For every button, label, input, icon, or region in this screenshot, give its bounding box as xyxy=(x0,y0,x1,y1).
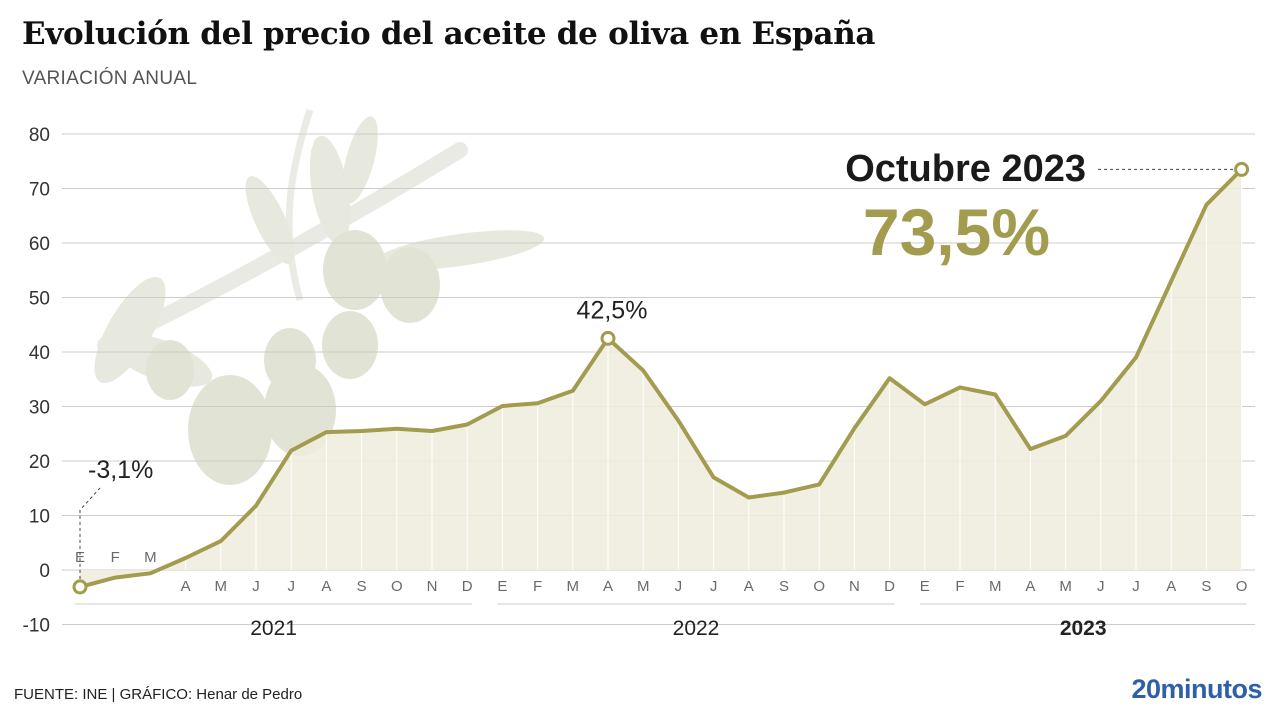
x-tick-label: N xyxy=(427,578,438,595)
source-name: INE xyxy=(82,686,108,703)
y-axis: -10 0 10 20 30 40 50 60 70 80 xyxy=(23,125,50,637)
y-tick-label: 60 xyxy=(29,234,50,255)
olive-leaf xyxy=(94,276,166,384)
x-tick-label: E xyxy=(920,578,930,595)
olive-twig xyxy=(285,108,314,301)
olive-fruit xyxy=(380,247,440,323)
source-footer: FUENTE: INE | GRÁFICO: Henar de Pedro xyxy=(14,686,302,703)
y-tick-label: 40 xyxy=(29,343,50,364)
olive-branch-illustration xyxy=(94,108,545,485)
annotation-label: 42,5% xyxy=(577,296,648,324)
x-tick-label: O xyxy=(1236,578,1248,595)
olive-leaf xyxy=(342,116,378,204)
data-point-marker xyxy=(72,579,88,595)
x-tick-label: A xyxy=(744,578,754,595)
x-tick-label: O xyxy=(391,578,403,595)
year-label: 2022 xyxy=(673,617,720,640)
annotations: -3,1% 42,5% Octubre 2023 73,5% xyxy=(72,148,1250,595)
brand-logo: 20minutos xyxy=(1131,674,1262,704)
highlight-value-label: 73,5% xyxy=(863,195,1050,269)
credit-name: Henar de Pedro xyxy=(196,686,303,703)
y-tick-label: 70 xyxy=(29,180,50,201)
olive-fruit xyxy=(264,328,316,392)
series-line xyxy=(78,167,1244,589)
data-point-marker xyxy=(600,330,616,346)
y-tick-label: 80 xyxy=(29,125,50,146)
x-tick-label: F xyxy=(533,578,542,595)
x-tick-label: D xyxy=(884,578,895,595)
callout-line xyxy=(79,487,101,579)
x-tick-label: J xyxy=(287,578,295,595)
olive-leaf xyxy=(245,176,295,264)
x-tick-label: D xyxy=(462,578,473,595)
x-tick-label: E xyxy=(497,578,507,595)
footer-separator: | xyxy=(111,686,116,703)
x-tick-label: A xyxy=(603,578,613,595)
x-tick-label: A xyxy=(1025,578,1035,595)
y-tick-label: 10 xyxy=(29,507,50,528)
plot-area xyxy=(78,167,1244,589)
y-tick-label: 0 xyxy=(39,561,50,582)
x-tick-label: M xyxy=(637,578,650,595)
data-point-marker xyxy=(1234,161,1250,177)
x-axis: E F M A M J J A S O N D E F M A M J J A S O N D E F M A M J J A S O 2021 20… xyxy=(75,549,1247,640)
y-tick-label: 20 xyxy=(29,452,50,473)
y-tick-label: 30 xyxy=(29,398,50,419)
y-tick-label: 50 xyxy=(29,289,50,310)
olive-fruit xyxy=(188,375,272,485)
x-tick-label: M xyxy=(989,578,1002,595)
x-tick-label: O xyxy=(813,578,825,595)
x-tick-label: S xyxy=(1201,578,1211,595)
x-tick-label: F xyxy=(111,549,120,566)
x-tick-label: J xyxy=(1097,578,1105,595)
olive-fruit xyxy=(146,340,194,400)
olive-leaf xyxy=(309,135,351,245)
x-tick-label: N xyxy=(849,578,860,595)
x-tick-label: M xyxy=(1059,578,1072,595)
year-label: 2023 xyxy=(1060,617,1107,640)
year-label: 2021 xyxy=(250,617,297,640)
credit-label: GRÁFICO: xyxy=(119,686,193,703)
x-tick-label: M xyxy=(215,578,228,595)
x-tick-label: J xyxy=(710,578,718,595)
olive-fruit xyxy=(323,230,387,310)
x-tick-label: J xyxy=(252,578,260,595)
x-tick-label: S xyxy=(779,578,789,595)
x-tick-label: E xyxy=(75,549,85,566)
x-tick-label: M xyxy=(567,578,580,595)
x-tick-label: A xyxy=(181,578,191,595)
x-tick-label: A xyxy=(321,578,331,595)
x-tick-label: S xyxy=(357,578,367,595)
x-tick-label: J xyxy=(1132,578,1140,595)
annotation-label: -3,1% xyxy=(88,456,153,484)
x-tick-label: J xyxy=(675,578,683,595)
x-tick-label: F xyxy=(955,578,964,595)
x-tick-label: M xyxy=(144,549,157,566)
area-fill xyxy=(80,169,1242,587)
source-label: FUENTE: xyxy=(14,686,79,703)
olive-fruit xyxy=(322,311,378,379)
highlight-date-label: Octubre 2023 xyxy=(845,148,1086,190)
x-tick-label: A xyxy=(1166,578,1176,595)
y-tick-label: -10 xyxy=(23,616,50,637)
chart-title: Evolución del precio del aceite de oliva… xyxy=(22,16,876,52)
chart-subtitle: VARIACIÓN ANUAL xyxy=(22,68,198,89)
